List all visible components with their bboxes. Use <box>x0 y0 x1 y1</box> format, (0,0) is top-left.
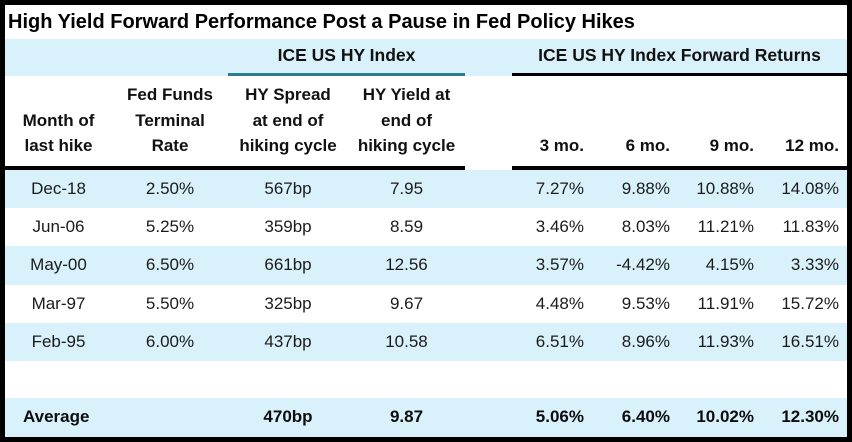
cell-month: May-00 <box>5 246 112 285</box>
cell-gap <box>465 207 512 247</box>
cell-gap <box>465 284 512 323</box>
cell-terminal-rate: 6.50% <box>112 246 228 285</box>
cell-hy-yield: 10.58 <box>348 322 465 362</box>
cell-3mo: 6.51% <box>512 322 592 362</box>
cell-average-12mo: 12.30% <box>762 397 847 437</box>
table-row: May-00 6.50% 661bp 12.56 3.57% -4.42% 4.… <box>5 246 847 285</box>
group-header-forward-returns: ICE US HY Index Forward Returns <box>512 39 847 76</box>
cell-month: Feb-95 <box>5 322 112 362</box>
table-row: Dec-18 2.50% 567bp 7.95 7.27% 9.88% 10.8… <box>5 169 847 208</box>
cell-3mo: 4.48% <box>512 284 592 323</box>
cell-3mo: 3.46% <box>512 207 592 247</box>
cell-hy-spread: 359bp <box>228 207 348 247</box>
cell-12mo: 11.83% <box>762 207 847 247</box>
cell-month: Jun-06 <box>5 207 112 247</box>
cell-hy-spread: 661bp <box>228 246 348 285</box>
hy-performance-table: High Yield Forward Performance Post a Pa… <box>5 5 847 437</box>
cell-6mo: 9.88% <box>592 169 678 208</box>
cell-terminal-rate: 5.50% <box>112 284 228 323</box>
cell-terminal-rate: 6.00% <box>112 322 228 362</box>
cell-hy-yield: 9.67 <box>348 284 465 323</box>
cell-hy-yield: 7.95 <box>348 169 465 208</box>
cell-gap <box>465 246 512 285</box>
spacer-row <box>5 361 847 398</box>
cell-average-spread: 470bp <box>228 397 348 437</box>
column-header-9mo: 9 mo. <box>678 76 762 170</box>
cell-average-rate <box>112 397 228 437</box>
cell-6mo: 9.53% <box>592 284 678 323</box>
cell-month: Dec-18 <box>5 169 112 208</box>
column-header-3mo: 3 mo. <box>512 76 592 170</box>
spacer-row-cell <box>5 361 847 398</box>
cell-9mo: 11.21% <box>678 207 762 247</box>
cell-gap <box>465 322 512 362</box>
cell-9mo: 11.91% <box>678 284 762 323</box>
cell-9mo: 4.15% <box>678 246 762 285</box>
cell-average-yield: 9.87 <box>348 397 465 437</box>
cell-6mo: 8.03% <box>592 207 678 247</box>
cell-6mo: 8.96% <box>592 322 678 362</box>
cell-terminal-rate: 5.25% <box>112 207 228 247</box>
cell-3mo: 7.27% <box>512 169 592 208</box>
cell-12mo: 14.08% <box>762 169 847 208</box>
table-row: Mar-97 5.50% 325bp 9.67 4.48% 9.53% 11.9… <box>5 284 847 323</box>
group-header-spacer-left <box>5 39 228 76</box>
cell-hy-spread: 437bp <box>228 322 348 362</box>
column-header-terminal-rate: Fed Funds Terminal Rate <box>112 76 228 170</box>
cell-9mo: 10.88% <box>678 169 762 208</box>
average-row: Average 470bp 9.87 5.06% 6.40% 10.02% 12… <box>5 397 847 437</box>
group-header-gap <box>465 39 512 76</box>
column-header-month: Month of last hike <box>5 76 112 170</box>
cell-12mo: 16.51% <box>762 322 847 362</box>
cell-average-9mo: 10.02% <box>678 397 762 437</box>
column-header-hy-spread: HY Spread at end of hiking cycle <box>228 76 348 170</box>
group-header-index: ICE US HY Index <box>228 39 465 76</box>
column-header-gap <box>465 76 512 170</box>
cell-12mo: 3.33% <box>762 246 847 285</box>
cell-month: Mar-97 <box>5 284 112 323</box>
cell-hy-spread: 567bp <box>228 169 348 208</box>
title-row: High Yield Forward Performance Post a Pa… <box>5 5 847 39</box>
table-row: Feb-95 6.00% 437bp 10.58 6.51% 8.96% 11.… <box>5 322 847 362</box>
cell-average-label: Average <box>5 397 112 437</box>
cell-terminal-rate: 2.50% <box>112 169 228 208</box>
cell-9mo: 11.93% <box>678 322 762 362</box>
cell-average-6mo: 6.40% <box>592 397 678 437</box>
column-header-6mo: 6 mo. <box>592 76 678 170</box>
page-title: High Yield Forward Performance Post a Pa… <box>8 10 635 33</box>
column-header-row: Month of last hike Fed Funds Terminal Ra… <box>5 76 847 170</box>
cell-hy-yield: 12.56 <box>348 246 465 285</box>
column-header-12mo: 12 mo. <box>762 76 847 170</box>
cell-hy-spread: 325bp <box>228 284 348 323</box>
cell-average-3mo: 5.06% <box>512 397 592 437</box>
group-header-row: ICE US HY Index ICE US HY Index Forward … <box>5 39 847 76</box>
table-row: Jun-06 5.25% 359bp 8.59 3.46% 8.03% 11.2… <box>5 207 847 247</box>
column-header-hy-yield: HY Yield at end of hiking cycle <box>348 76 465 170</box>
cell-hy-yield: 8.59 <box>348 207 465 247</box>
cell-gap <box>465 397 512 437</box>
cell-12mo: 15.72% <box>762 284 847 323</box>
cell-6mo: -4.42% <box>592 246 678 285</box>
cell-3mo: 3.57% <box>512 246 592 285</box>
cell-gap <box>465 169 512 208</box>
